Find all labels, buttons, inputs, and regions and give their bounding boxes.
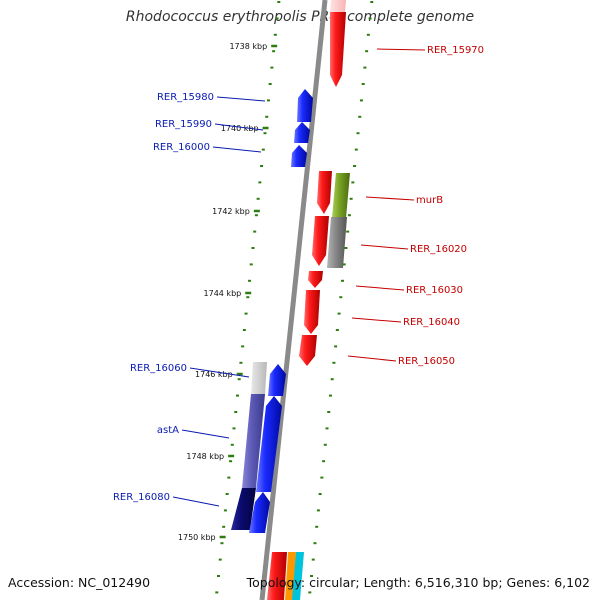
kbp-label: 1746 kbp [195, 370, 233, 379]
kbp-label: 1744 kbp [204, 289, 242, 298]
gene-label-forward[interactable]: RER_15970 [427, 45, 484, 56]
gene-arrow-bottom-red[interactable] [267, 552, 287, 600]
gene-leader-line [172, 496, 220, 507]
kbp-label: 1750 kbp [178, 533, 216, 542]
gene-arrow-rer16060[interactable] [268, 364, 286, 396]
gene-arrow-rer16000[interactable] [291, 145, 307, 167]
kbp-label: 1740 kbp [221, 124, 259, 133]
kbp-label: 1748 kbp [186, 452, 224, 461]
kbp-label: 1738 kbp [229, 42, 267, 51]
gene-arrow-rer15970[interactable] [330, 12, 346, 87]
gene-leader-line [189, 367, 250, 378]
cog-strip-rer16060 [251, 362, 267, 395]
gene-leader-line [360, 244, 409, 250]
gene-arrow-rer16080[interactable] [249, 492, 270, 533]
gene-leader-line [214, 123, 264, 131]
gene-label-forward[interactable]: RER_16040 [403, 317, 460, 328]
gene-arrow-rer16030[interactable] [308, 271, 323, 288]
gene-label-reverse[interactable]: astA [157, 425, 179, 436]
cog-strip-rer16020 [327, 217, 347, 268]
gene-leader-line [355, 285, 405, 291]
genome-backbone [259, 0, 328, 600]
gene-arrow-rer15990[interactable] [294, 122, 310, 143]
gene-label-forward[interactable]: RER_16030 [406, 285, 463, 296]
gene-leader-line [212, 146, 262, 153]
cog-strip-rer16080 [231, 488, 256, 530]
gene-label-reverse[interactable]: RER_15990 [155, 119, 212, 130]
gene-arrow-rer16040[interactable] [304, 290, 320, 334]
gene-arrow-bottom-cyan[interactable] [292, 552, 304, 600]
gene-leader-line [376, 48, 426, 51]
gene-leader-line [181, 429, 230, 439]
gene-label-forward[interactable]: RER_16050 [398, 356, 455, 367]
gene-leader-line [216, 96, 266, 102]
gene-arrow-rer16050[interactable] [299, 335, 317, 366]
gene-arrow-rer15980[interactable] [297, 89, 313, 122]
cog-strip-top [330, 0, 346, 12]
accession-text: Accession: NC_012490 [8, 575, 151, 590]
gene-arrow-rer16020[interactable] [312, 216, 329, 266]
gene-arrow-asta[interactable] [256, 396, 282, 492]
gene-label-forward[interactable]: RER_16020 [410, 244, 467, 255]
gene-leader-line [365, 196, 415, 201]
cog-strip-asta [242, 394, 265, 488]
cog-strip-murb [332, 173, 350, 218]
genome-summary: Topology: circular; Length: 6,516,310 bp… [246, 575, 590, 590]
gene-leader-line [347, 355, 397, 362]
gene-leader-line [351, 317, 402, 323]
gene-label-reverse[interactable]: RER_15980 [157, 92, 214, 103]
kbp-label: 1742 kbp [212, 207, 250, 216]
genome-title: Rhodococcus erythropolis PR4, complete g… [125, 9, 475, 25]
gene-arrow-murb[interactable] [317, 171, 332, 214]
gene-label-forward[interactable]: murB [416, 195, 443, 206]
gene-label-reverse[interactable]: RER_16000 [153, 142, 210, 153]
gene-label-reverse[interactable]: RER_16080 [113, 492, 170, 503]
gene-label-reverse[interactable]: RER_16060 [130, 363, 187, 374]
